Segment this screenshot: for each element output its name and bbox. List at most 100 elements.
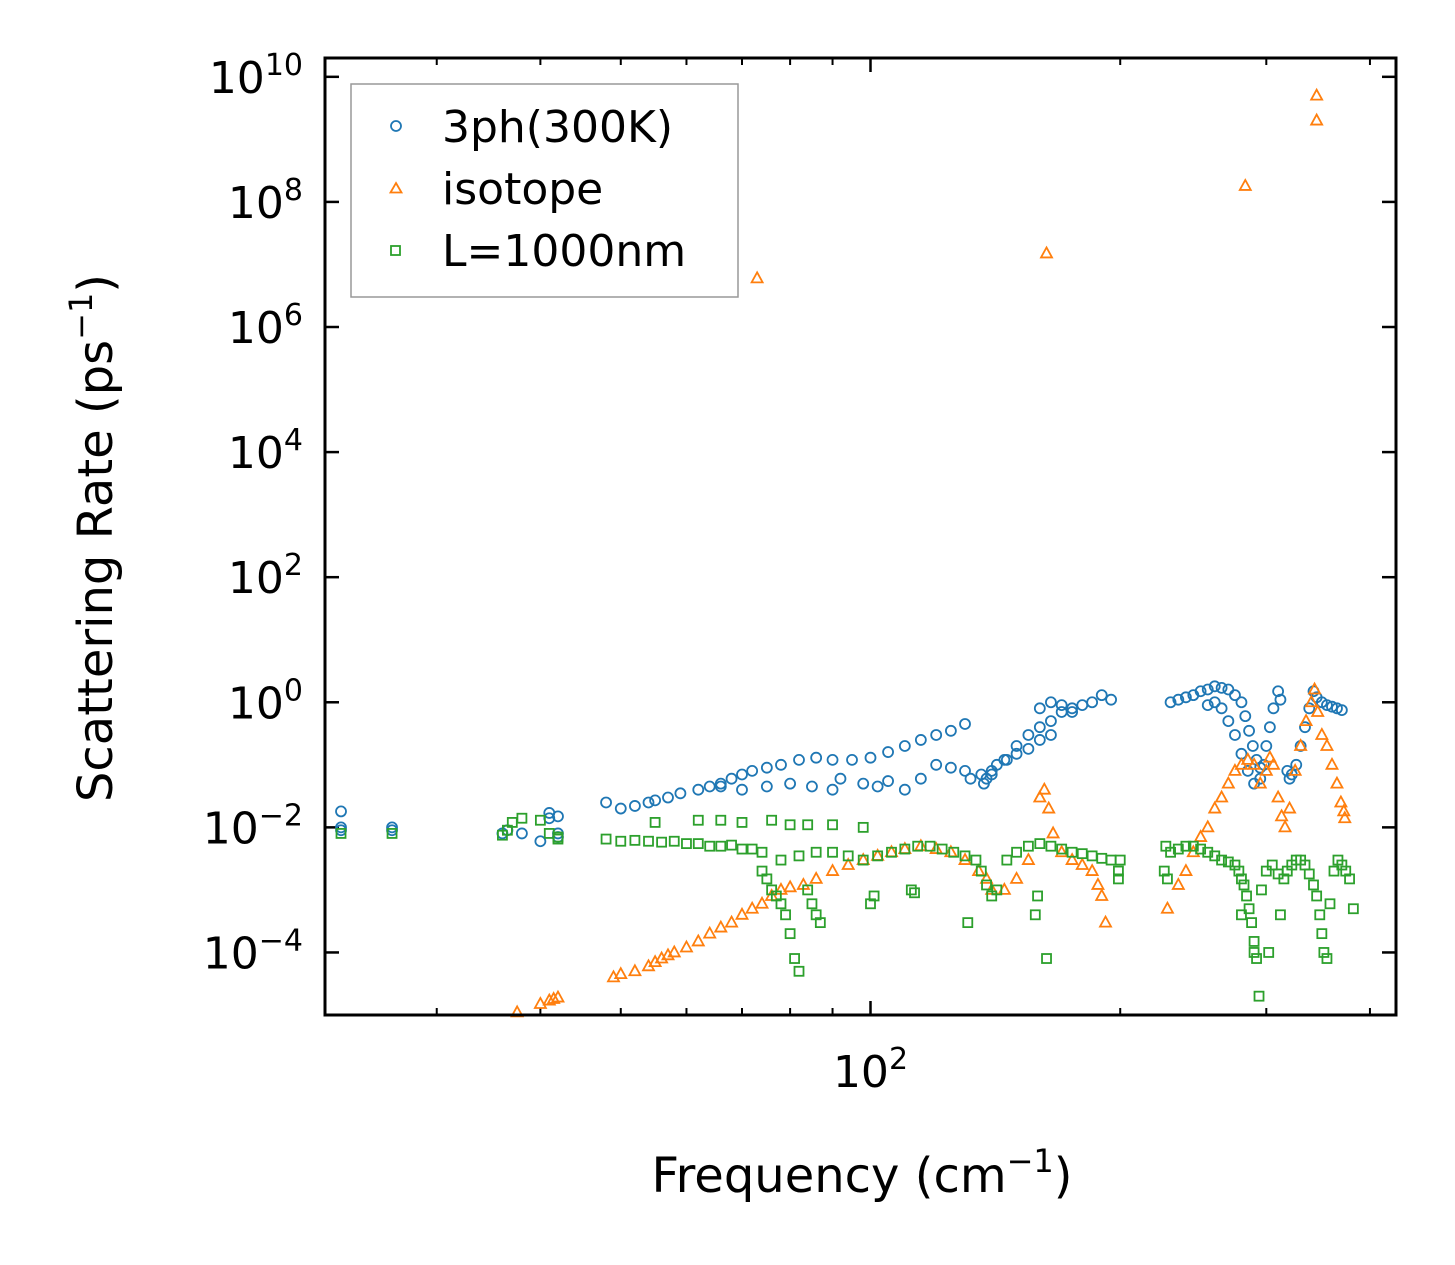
- data-point: [1222, 856, 1234, 868]
- data-point: [1227, 763, 1242, 776]
- data-point: [809, 871, 824, 884]
- data-point: [1267, 702, 1280, 715]
- data-point: [736, 843, 748, 855]
- data-point: [600, 796, 612, 809]
- data-point: [1277, 819, 1293, 833]
- y-tick-label: 102: [228, 548, 303, 604]
- y-tick-label: 10−4: [203, 923, 303, 979]
- data-point: [1311, 890, 1323, 902]
- data-point: [600, 833, 612, 845]
- y-axis-label-exponent: −1: [62, 293, 100, 340]
- data-point: [810, 751, 823, 764]
- data-point: [912, 840, 924, 852]
- data-point: [793, 753, 805, 766]
- data-point: [1229, 729, 1241, 741]
- data-point: [1254, 772, 1267, 785]
- data-point: [1216, 854, 1228, 866]
- y-tick-label: 108: [228, 173, 303, 229]
- plot-frame: [323, 56, 1398, 1017]
- data-point: [754, 895, 770, 909]
- data-point: [534, 835, 547, 848]
- data-point: [713, 919, 728, 933]
- data-point: [386, 828, 398, 839]
- data-point: [979, 871, 994, 884]
- data-point: [534, 814, 546, 826]
- legend: 3ph(300K) isotope L=1000nm: [350, 83, 739, 298]
- data-point: [882, 746, 894, 758]
- data-point: [1094, 888, 1109, 901]
- data-point: [745, 900, 760, 914]
- data-point: [1248, 936, 1260, 947]
- data-point: [550, 989, 565, 1003]
- data-point: [1208, 680, 1221, 693]
- y-tick-base: 10: [228, 678, 284, 729]
- data-point: [784, 819, 796, 831]
- data-point: [766, 814, 778, 826]
- data-point: [857, 821, 869, 833]
- legend-marker-l1000nm: [390, 245, 401, 256]
- data-point: [1200, 819, 1215, 833]
- data-point: [668, 835, 680, 847]
- data-point: [726, 839, 737, 851]
- data-point: [1256, 884, 1267, 896]
- data-point: [1075, 857, 1090, 870]
- y-tick-label: 1010: [209, 48, 303, 104]
- legend-marker-isotope: [388, 181, 404, 194]
- data-point: [775, 854, 787, 866]
- data-point: [1180, 840, 1192, 852]
- data-point: [1194, 685, 1207, 698]
- data-point: [692, 814, 704, 826]
- data-point: [724, 914, 739, 928]
- data-point: [1022, 729, 1035, 741]
- data-point: [1278, 873, 1290, 885]
- data-point: [1253, 775, 1268, 789]
- legend-marker-3ph: [390, 120, 402, 132]
- data-point: [1299, 713, 1314, 727]
- data-point: [1164, 696, 1177, 709]
- data-point: [1056, 843, 1068, 855]
- data-point: [985, 768, 998, 781]
- data-point: [814, 917, 826, 929]
- data-point: [1333, 794, 1348, 808]
- data-point: [1299, 721, 1311, 734]
- data-point: [958, 852, 973, 865]
- data-point: [615, 835, 627, 847]
- data-point: [1214, 789, 1229, 803]
- data-point: [1246, 917, 1257, 929]
- data-point: [516, 812, 528, 824]
- data-point: [1240, 752, 1255, 765]
- data-point: [970, 854, 982, 866]
- data-point: [1105, 693, 1118, 706]
- data-point: [886, 846, 897, 858]
- data-point: [703, 780, 716, 793]
- data-point: [1033, 734, 1046, 746]
- data-point: [1171, 877, 1186, 890]
- data-point: [868, 890, 880, 902]
- data-point: [1208, 696, 1221, 709]
- data-point: [825, 863, 840, 876]
- x-tick-exponent: 2: [889, 1042, 908, 1077]
- data-point: [691, 933, 706, 947]
- data-point: [1162, 873, 1173, 885]
- data-point: [715, 840, 727, 852]
- data-point: [872, 850, 884, 862]
- data-point: [1207, 800, 1222, 814]
- data-point: [1172, 843, 1184, 855]
- data-point: [793, 965, 805, 977]
- data-point: [643, 835, 654, 847]
- y-tick-exponent: −4: [259, 923, 303, 958]
- data-point: [1011, 846, 1022, 858]
- data-point: [1041, 953, 1052, 964]
- data-point: [1055, 699, 1068, 712]
- data-point: [1347, 903, 1359, 915]
- data-point: [1314, 727, 1329, 740]
- data-point: [914, 772, 927, 785]
- data-point: [1309, 87, 1324, 101]
- data-point: [964, 772, 977, 785]
- data-point: [905, 884, 917, 896]
- x-axis-label-main: Frequency (cm: [651, 1148, 1006, 1204]
- data-point: [1275, 909, 1286, 921]
- data-point: [1288, 763, 1303, 776]
